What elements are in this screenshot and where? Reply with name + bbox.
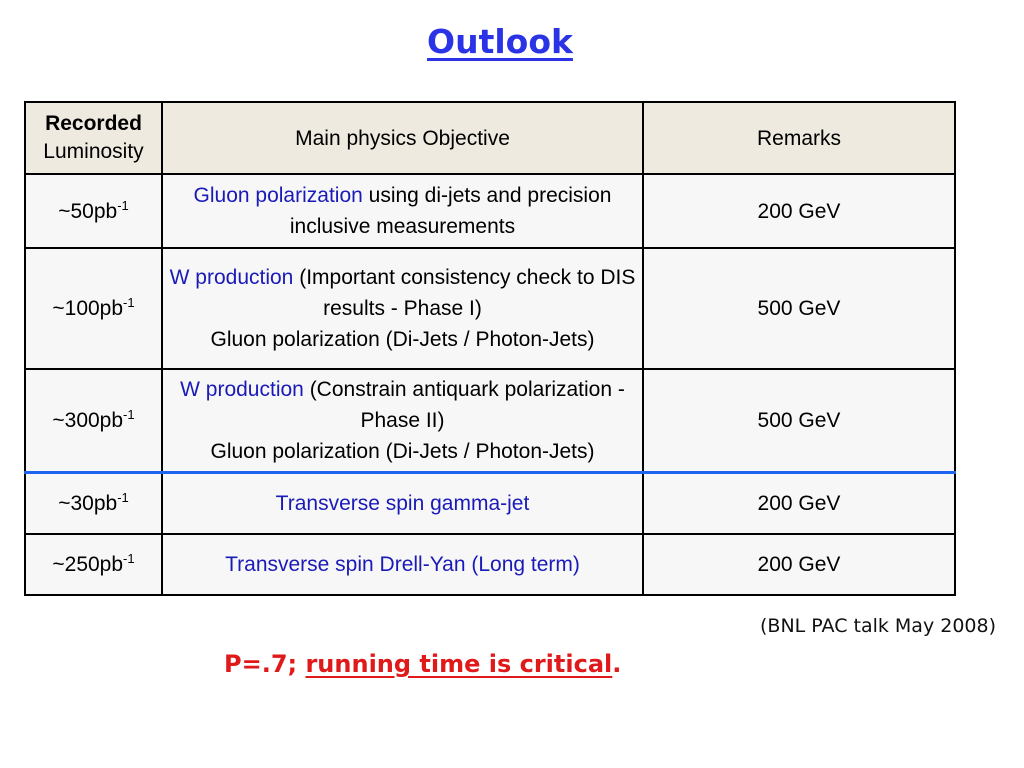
header-luminosity: Recorded Luminosity (24, 101, 163, 175)
luminosity-exponent: -1 (117, 489, 129, 505)
outlook-table: Recorded Luminosity Main physics Objecti… (24, 101, 956, 596)
objective-text: (Constrain antiquark polarization - Phas… (303, 377, 625, 432)
remark-cell: 200 GeV (642, 173, 956, 249)
luminosity-cell: ~30pb-1 (24, 471, 163, 535)
luminosity-exponent: -1 (123, 551, 135, 566)
objective-line2: Gluon polarization (Di-Jets / Photon-Jet… (210, 439, 595, 463)
header-remarks: Remarks (642, 101, 956, 175)
luminosity-value: ~50pb (58, 199, 118, 223)
luminosity-exponent: -1 (123, 406, 135, 422)
source-note: (BNL PAC talk May 2008) (760, 615, 996, 637)
luminosity-exponent: -1 (117, 197, 129, 213)
table-row: ~50pb-1 Gluon polarization using di-jets… (24, 173, 956, 249)
luminosity-cell: ~50pb-1 (24, 173, 163, 249)
header-objective: Main physics Objective (161, 101, 644, 175)
remark-cell: 500 GeV (642, 247, 956, 370)
table-row: ~300pb-1 W production (Constrain antiqua… (24, 368, 956, 474)
objective-cell: Gluon polarization using di-jets and pre… (161, 173, 644, 249)
objective-text: (Important consistency check to DIS resu… (293, 266, 636, 320)
header-luminosity-line2: Luminosity (43, 140, 144, 163)
luminosity-cell: ~300pb-1 (24, 368, 163, 474)
footer-statement: P=.7; running time is critical. (224, 650, 621, 678)
objective-highlight: W production (169, 266, 294, 289)
page-title: Outlook (427, 22, 573, 61)
objective-cell: W production (Important consistency chec… (161, 247, 644, 370)
luminosity-value: ~250pb (52, 553, 124, 576)
luminosity-cell: ~250pb-1 (24, 533, 163, 596)
header-luminosity-line1: Recorded (45, 112, 142, 135)
luminosity-exponent: -1 (123, 295, 135, 310)
remark-cell: 500 GeV (642, 368, 956, 474)
luminosity-cell: ~100pb-1 (24, 247, 163, 370)
objective-cell: W production (Constrain antiquark polari… (161, 368, 644, 474)
remark-cell: 200 GeV (642, 471, 956, 535)
table-row: ~250pb-1 Transverse spin Drell-Yan (Long… (24, 533, 956, 596)
footer-prefix: P=.7; (224, 650, 306, 678)
luminosity-value: ~100pb (52, 297, 124, 320)
objective-text: using di-jets and precision inclusive me… (289, 184, 612, 238)
objective-cell: Transverse spin Drell-Yan (Long term) (161, 533, 644, 596)
table-row: ~100pb-1 W production (Important consist… (24, 247, 956, 370)
objective-highlight: Transverse spin Drell-Yan (Long term) (225, 553, 580, 576)
luminosity-value: ~300pb (52, 408, 124, 432)
luminosity-value: ~30pb (58, 491, 118, 515)
objective-highlight: W production (180, 377, 304, 401)
table-header-row: Recorded Luminosity Main physics Objecti… (24, 101, 956, 175)
footer-emphasis: running time is critical (305, 650, 613, 678)
table-row: ~30pb-1 Transverse spin gamma-jet 200 Ge… (24, 471, 956, 535)
objective-highlight: Transverse spin gamma-jet (275, 491, 530, 515)
objective-highlight: Gluon polarization (193, 184, 363, 207)
objective-line2: Gluon polarization (Di-Jets / Photon-Jet… (210, 328, 595, 351)
remark-cell: 200 GeV (642, 533, 956, 596)
footer-suffix: . (612, 650, 622, 678)
objective-cell: Transverse spin gamma-jet (161, 471, 644, 535)
